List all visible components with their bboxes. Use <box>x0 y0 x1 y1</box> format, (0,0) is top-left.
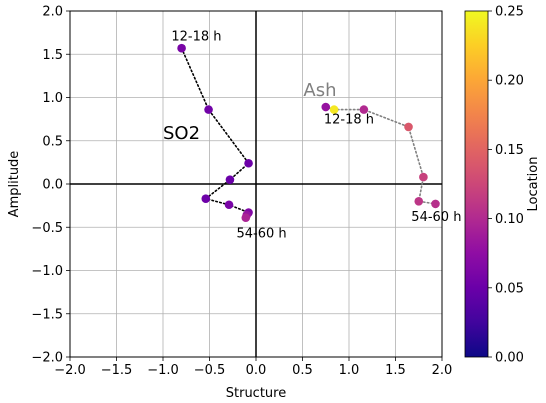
x-tick-label: −1.0 <box>147 363 179 378</box>
x-axis-label: Structure <box>226 386 286 401</box>
x-tick-label: 1.0 <box>339 363 360 378</box>
y-tick-label: 1.5 <box>42 48 63 63</box>
annotations: 12-18 h 54-60 h 12-18 h 54-60 h <box>171 29 461 241</box>
point-so2 <box>241 213 251 223</box>
colorbar-tick-label: 0.20 <box>495 74 524 89</box>
x-tick: 0.0 <box>246 357 267 378</box>
group-label-ash: Ash <box>303 80 336 101</box>
points <box>177 43 440 223</box>
y-tick: −1.0 <box>31 264 70 279</box>
colorbar <box>464 10 489 358</box>
colorbar-tick-label: 0.25 <box>495 5 524 20</box>
y-tick: 2.0 <box>42 5 70 20</box>
colorbar-tick: 0.10 <box>488 212 524 227</box>
y-tick: 0.0 <box>42 178 70 193</box>
colorbar-tick-label: 0.10 <box>495 212 524 227</box>
group-labels: SO2 Ash <box>163 80 337 144</box>
point-ash <box>431 199 440 209</box>
y-tick: −2.0 <box>31 351 70 366</box>
x-tick-label: −2.0 <box>54 363 86 378</box>
colorbar-tick: 0.00 <box>488 351 524 366</box>
x-tick: 2.0 <box>432 357 453 378</box>
point-ash <box>321 102 331 112</box>
x-tick: −1.0 <box>147 357 179 378</box>
colorbar-tick: 0.05 <box>488 281 524 296</box>
annotation-label: 54-60 h <box>236 227 286 242</box>
x-axis: −2.0 −1.5 −1.0 −0.5 0.0 0.5 1.0 1.5 2.0 <box>54 357 452 378</box>
colorbar-tick-label: 0.15 <box>495 143 524 158</box>
x-tick: 1.5 <box>385 357 406 378</box>
colorbar-tick-label: 0.05 <box>495 281 524 296</box>
colorbar-ticks: 0.00 0.05 0.10 0.15 0.20 0.25 <box>488 5 524 366</box>
x-tick: −2.0 <box>54 357 86 378</box>
group-label-so2: SO2 <box>163 123 200 144</box>
point-ash <box>414 197 424 206</box>
colorbar-tick: 0.20 <box>488 74 524 89</box>
point-ash <box>404 122 413 132</box>
point-so2 <box>224 200 234 210</box>
y-tick-label: 2.0 <box>42 5 63 20</box>
colorbar-label: Location <box>526 157 541 212</box>
x-tick: 0.5 <box>292 357 313 378</box>
colorbar-tick: 0.15 <box>488 143 524 158</box>
y-tick-label: 1.0 <box>42 91 63 106</box>
point-so2 <box>204 105 213 114</box>
y-axis-label: Amplitude <box>7 151 22 218</box>
y-tick: 0.5 <box>42 134 70 149</box>
x-tick: −1.5 <box>101 357 133 378</box>
y-axis: −2.0 −1.5 −1.0 −0.5 0.0 0.5 1.0 1.5 2.0 <box>31 5 70 366</box>
x-tick-label: 0.5 <box>292 363 313 378</box>
point-so2 <box>177 43 186 53</box>
y-tick-label: −0.5 <box>31 221 63 236</box>
x-tick-label: −0.5 <box>194 363 226 378</box>
point-so2 <box>201 194 211 204</box>
point-ash <box>359 105 369 114</box>
y-tick: 1.0 <box>42 91 70 106</box>
y-tick-label: −2.0 <box>31 351 63 366</box>
x-tick-label: −1.5 <box>101 363 133 378</box>
annotation-label: 54-60 h <box>411 210 461 225</box>
colorbar-tick-label: 0.00 <box>495 351 524 366</box>
x-tick: 1.0 <box>339 357 360 378</box>
point-ash <box>419 172 428 182</box>
x-tick-label: 2.0 <box>432 363 453 378</box>
y-tick: −0.5 <box>31 221 70 236</box>
annotation-label: 12-18 h <box>171 29 221 44</box>
connectors <box>180 47 437 219</box>
x-tick: −0.5 <box>194 357 226 378</box>
y-tick-label: −1.0 <box>31 264 63 279</box>
y-tick-label: −1.5 <box>31 307 63 322</box>
y-tick: 1.5 <box>42 48 70 63</box>
colorbar-tick: 0.25 <box>488 5 524 20</box>
point-so2 <box>225 175 235 184</box>
zero-lines <box>70 11 442 357</box>
point-so2 <box>244 158 253 168</box>
y-tick-label: 0.0 <box>42 178 63 193</box>
x-tick-label: 1.5 <box>385 363 406 378</box>
annotation-label: 12-18 h <box>324 112 374 127</box>
point-ash <box>329 105 339 114</box>
y-tick: −1.5 <box>31 307 70 322</box>
x-tick-label: 0.0 <box>246 363 267 378</box>
y-tick-label: 0.5 <box>42 134 63 149</box>
